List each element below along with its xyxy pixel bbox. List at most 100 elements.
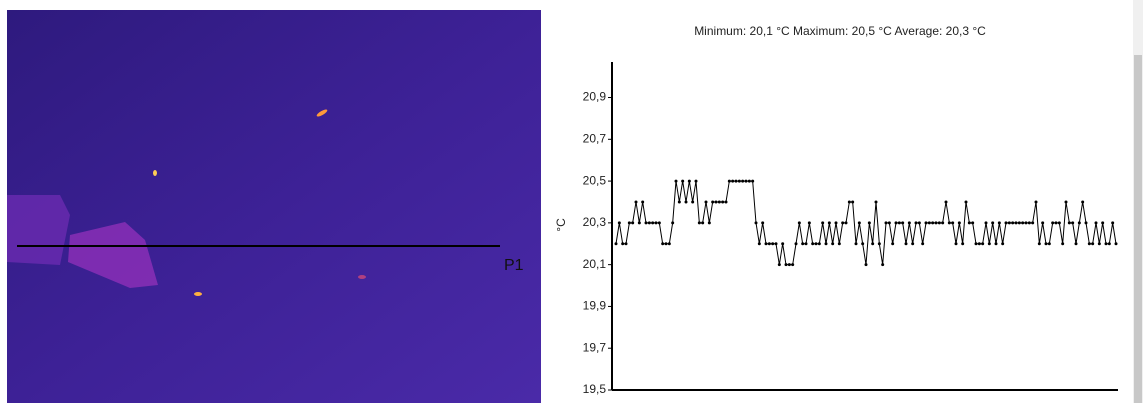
data-point: [997, 221, 1001, 225]
data-point: [617, 221, 621, 225]
data-point: [694, 179, 698, 183]
data-point: [914, 221, 918, 225]
data-point: [797, 221, 801, 225]
data-point: [731, 179, 735, 183]
data-point: [964, 200, 968, 204]
data-point: [941, 221, 945, 225]
data-point: [1084, 221, 1088, 225]
data-point: [721, 200, 725, 204]
data-point: [624, 242, 628, 246]
data-point: [1031, 221, 1035, 225]
data-point: [614, 242, 618, 246]
y-tick-label: 20,5: [583, 173, 607, 187]
data-point: [971, 221, 975, 225]
data-point: [887, 221, 891, 225]
data-point: [981, 242, 985, 246]
data-point: [627, 221, 631, 225]
data-point: [744, 179, 748, 183]
data-point: [864, 263, 868, 267]
data-point: [711, 200, 715, 204]
data-point: [647, 221, 651, 225]
data-point: [1047, 242, 1051, 246]
data-point: [1081, 200, 1085, 204]
data-point: [1011, 221, 1015, 225]
data-point: [1071, 221, 1075, 225]
data-point: [831, 242, 835, 246]
data-point: [841, 221, 845, 225]
data-point: [654, 221, 658, 225]
data-point: [867, 221, 871, 225]
data-point: [634, 200, 638, 204]
data-point: [1057, 221, 1061, 225]
data-point: [691, 200, 695, 204]
data-point: [927, 221, 931, 225]
data-point: [947, 221, 951, 225]
data-point: [1051, 221, 1055, 225]
data-point: [861, 242, 865, 246]
data-point: [1001, 242, 1005, 246]
scrollbar-thumb[interactable]: [1134, 55, 1142, 403]
data-point: [747, 179, 751, 183]
data-point: [854, 242, 858, 246]
y-axis-label: °C: [554, 218, 568, 232]
data-point: [824, 242, 828, 246]
data-point: [781, 242, 785, 246]
data-point: [1107, 242, 1111, 246]
data-point: [897, 221, 901, 225]
data-point: [1004, 221, 1008, 225]
data-point: [847, 200, 851, 204]
data-point: [911, 242, 915, 246]
data-point: [951, 221, 955, 225]
y-tick-label: 20,1: [583, 257, 607, 271]
data-point: [707, 221, 711, 225]
thermal-image: P1: [7, 10, 541, 403]
y-tick-label: 20,7: [583, 131, 607, 145]
data-point: [704, 200, 708, 204]
data-point: [644, 221, 648, 225]
data-point: [974, 242, 978, 246]
warm-area: [7, 195, 70, 265]
y-tick-label: 19,7: [583, 340, 607, 354]
data-point: [787, 263, 791, 267]
data-point: [717, 200, 721, 204]
data-point: [657, 221, 661, 225]
data-point: [1021, 221, 1025, 225]
data-point: [937, 221, 941, 225]
data-point: [844, 221, 848, 225]
data-point: [827, 221, 831, 225]
data-point: [837, 242, 841, 246]
data-point: [751, 179, 755, 183]
data-point: [757, 242, 761, 246]
profile-label: P1: [504, 257, 524, 274]
data-point: [807, 221, 811, 225]
data-point: [924, 221, 928, 225]
data-point: [1037, 242, 1041, 246]
data-point: [681, 179, 685, 183]
data-point: [667, 242, 671, 246]
thermal-background: [7, 10, 541, 403]
data-point: [931, 221, 935, 225]
hot-spot: [316, 109, 328, 117]
data-point: [957, 221, 961, 225]
data-point: [741, 179, 745, 183]
data-point: [674, 179, 678, 183]
data-point: [801, 242, 805, 246]
data-point: [1114, 242, 1118, 246]
data-point: [811, 242, 815, 246]
data-point: [1067, 221, 1071, 225]
data-point: [987, 242, 991, 246]
data-point: [967, 221, 971, 225]
hot-spot: [153, 170, 157, 176]
data-point: [851, 200, 855, 204]
data-point: [921, 242, 925, 246]
data-point: [994, 242, 998, 246]
data-point: [894, 221, 898, 225]
data-point: [884, 221, 888, 225]
data-point: [1054, 221, 1058, 225]
warm-area: [68, 222, 158, 288]
data-point: [791, 263, 795, 267]
y-tick-label: 20,9: [583, 90, 607, 104]
data-point: [944, 200, 948, 204]
data-point: [1027, 221, 1031, 225]
data-point: [774, 242, 778, 246]
